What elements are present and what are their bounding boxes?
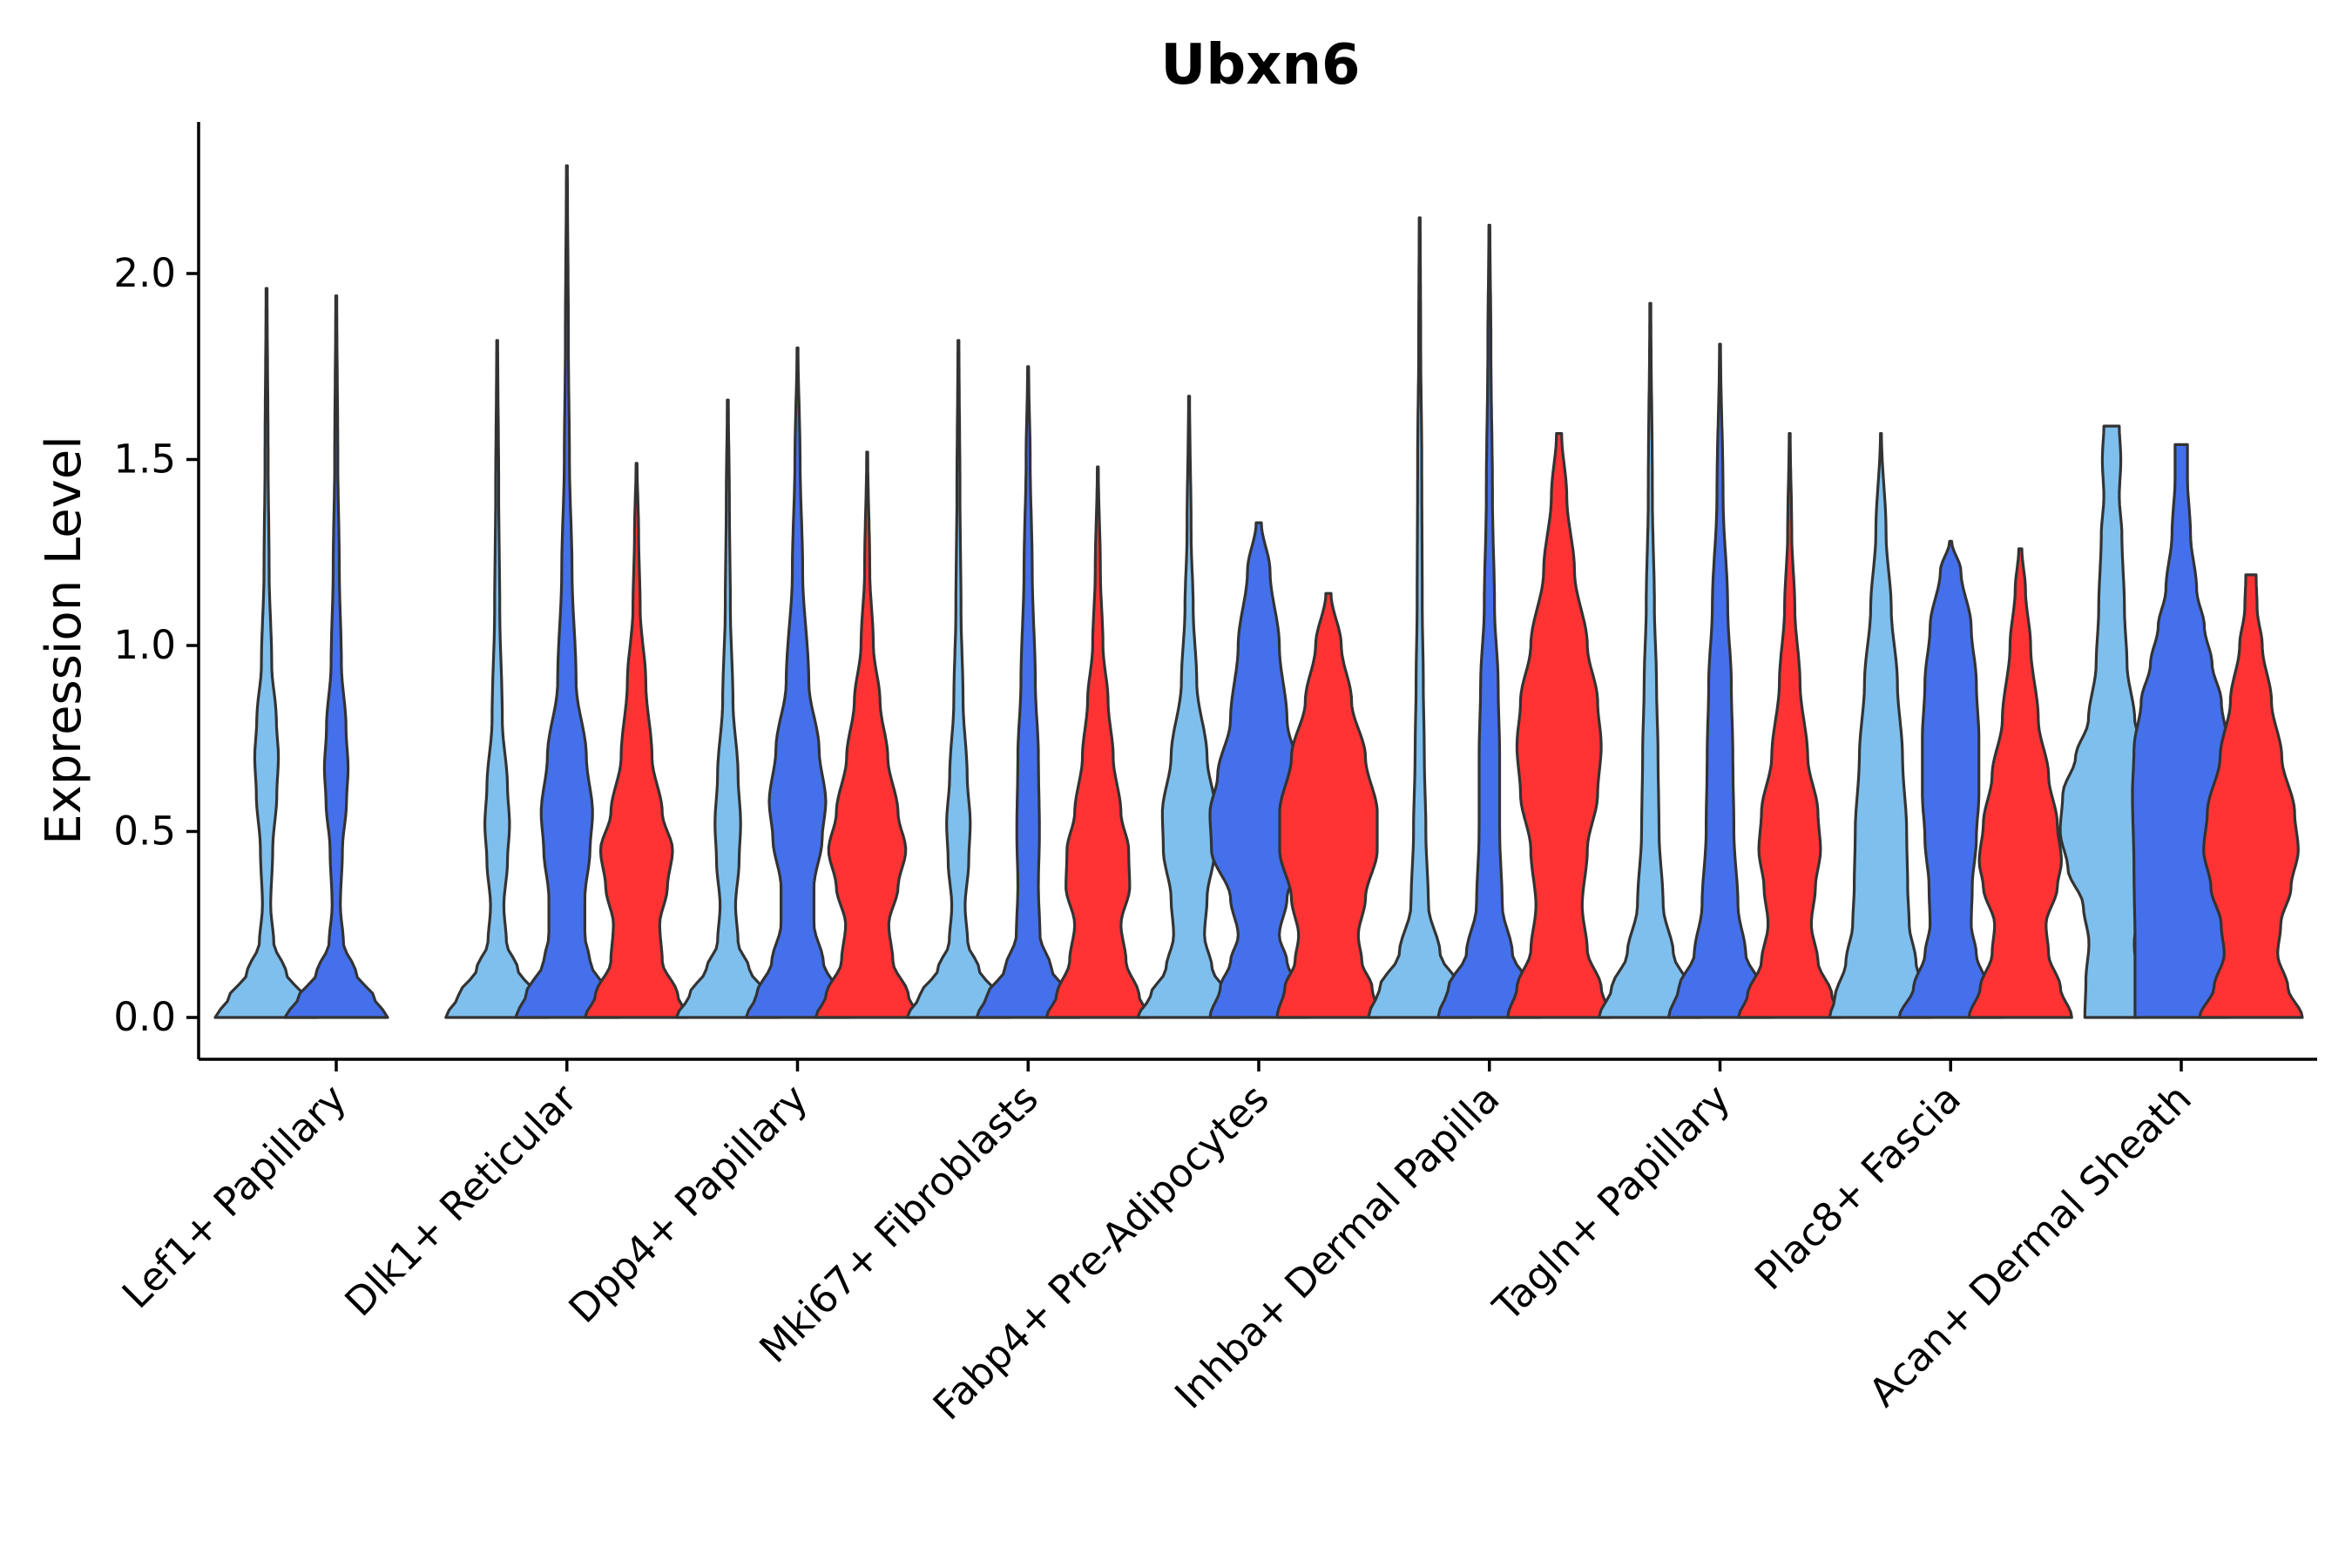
violin-1-mki67-fibroblasts xyxy=(905,339,1011,1019)
violin-1-dlk1-reticular xyxy=(444,339,551,1019)
violin-1-plac8-fascia xyxy=(1828,432,1934,1019)
violin-2-lef1-papillary xyxy=(283,294,389,1019)
chart-title: Ubxn6 xyxy=(1160,33,1360,98)
violin-2-plac8-fascia xyxy=(1897,539,2004,1019)
y-tick-label: 0.5 xyxy=(113,808,176,855)
violin-3-dpp4-papillary xyxy=(814,450,921,1019)
y-tick-label: 1.0 xyxy=(113,622,176,668)
violin-2-acan-dermal-sheath xyxy=(2131,443,2232,1019)
violin-1-lef1-papillary xyxy=(213,287,320,1019)
violin-3-inhba-dermal-papilla xyxy=(1506,432,1612,1019)
y-tick-label: 1.5 xyxy=(113,436,176,483)
violin-group xyxy=(213,164,2304,1019)
violin-1-inhba-dermal-papilla xyxy=(1367,216,1473,1019)
y-ticks: 0.0 0.5 1.0 1.5 2.0 xyxy=(113,250,199,1040)
violin-2-dpp4-papillary xyxy=(744,346,851,1019)
violin-1-tagln-papillary xyxy=(1597,301,1704,1019)
violin-3-plac8-fascia xyxy=(1967,547,2073,1019)
violin-2-mki67-fibroblasts xyxy=(975,365,1081,1019)
violin-2-dlk1-reticular xyxy=(514,164,620,1019)
violin-2-inhba-dermal-papilla xyxy=(1436,223,1543,1019)
violin-2-tagln-papillary xyxy=(1666,342,1774,1019)
y-axis-label: Expression Level xyxy=(36,436,92,845)
y-tick-label: 2.0 xyxy=(113,250,176,296)
x-tick-label: Plac8+ Fascia xyxy=(1746,1075,1970,1299)
y-tick-label: 0.0 xyxy=(113,994,176,1040)
violin-3-dlk1-reticular xyxy=(584,462,690,1019)
violin-3-mki67-fibroblasts xyxy=(1044,465,1151,1019)
violin-1-dpp4-papillary xyxy=(674,398,781,1019)
violin-3-tagln-papillary xyxy=(1736,432,1843,1019)
x-tick-label: Lef1+ Papillary xyxy=(113,1075,355,1317)
violin-3-fabp4-pre-adipocytes xyxy=(1275,591,1382,1019)
x-tick-label: Dpp4+ Papillary xyxy=(559,1075,816,1332)
violin-1-fabp4-pre-adipocytes xyxy=(1136,395,1242,1019)
x-tick-label: Dlk1+ Reticular xyxy=(336,1075,586,1325)
x-tick-label: Tagln+ Papillary xyxy=(1484,1075,1739,1330)
violin-3-acan-dermal-sheath xyxy=(2198,573,2304,1019)
